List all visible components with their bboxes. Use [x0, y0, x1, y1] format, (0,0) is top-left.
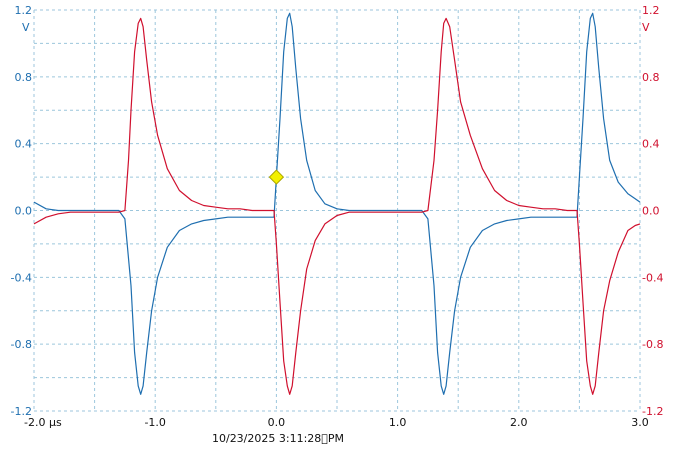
y-tick-label-right: 0.0 [642, 205, 660, 218]
timestamp: 10/23/2025 3:11:28 PM [211, 432, 345, 445]
left-unit-label: V [22, 21, 30, 34]
channel-b-trace [33, 17, 641, 395]
y-tick-label-left: 0.0 [15, 205, 33, 218]
x-tick-label: -1.0 [144, 416, 165, 429]
x-tick-label: 0.0 [268, 416, 286, 429]
x-tick-label: 1.0 [389, 416, 407, 429]
y-tick-label-left: 0.8 [15, 71, 33, 84]
right-unit-label: V [642, 21, 650, 34]
y-tick-label-left: 0.4 [15, 138, 33, 151]
x-tick-label: 2.0 [510, 416, 528, 429]
axis-labels: V V 1.2 0.8 0.4 0.0 -0.4 -0.8 -1.2 1.2 0.8 0.4 0.0… [11, 4, 664, 429]
y-tick-label-left: -0.4 [11, 271, 32, 284]
y-tick-label-right: 1.2 [642, 4, 660, 17]
trigger-marker-icon[interactable] [268, 169, 285, 185]
y-tick-label-left: -1.2 [11, 405, 32, 418]
y-tick-label-left: -0.8 [11, 338, 32, 351]
y-tick-label-right: -0.4 [642, 271, 663, 284]
y-tick-label-right: 0.4 [642, 138, 660, 151]
trigger-marker-layer[interactable] [268, 169, 285, 185]
traces [33, 12, 641, 395]
y-tick-label-right: -1.2 [642, 405, 663, 418]
y-tick-label-right: -0.8 [642, 338, 663, 351]
x-tick-label: 3.0 [631, 416, 649, 429]
x-tick-label: -2.0 μs [24, 416, 62, 429]
y-tick-label-left: 1.2 [15, 4, 33, 17]
y-tick-label-right: 0.8 [642, 71, 660, 84]
